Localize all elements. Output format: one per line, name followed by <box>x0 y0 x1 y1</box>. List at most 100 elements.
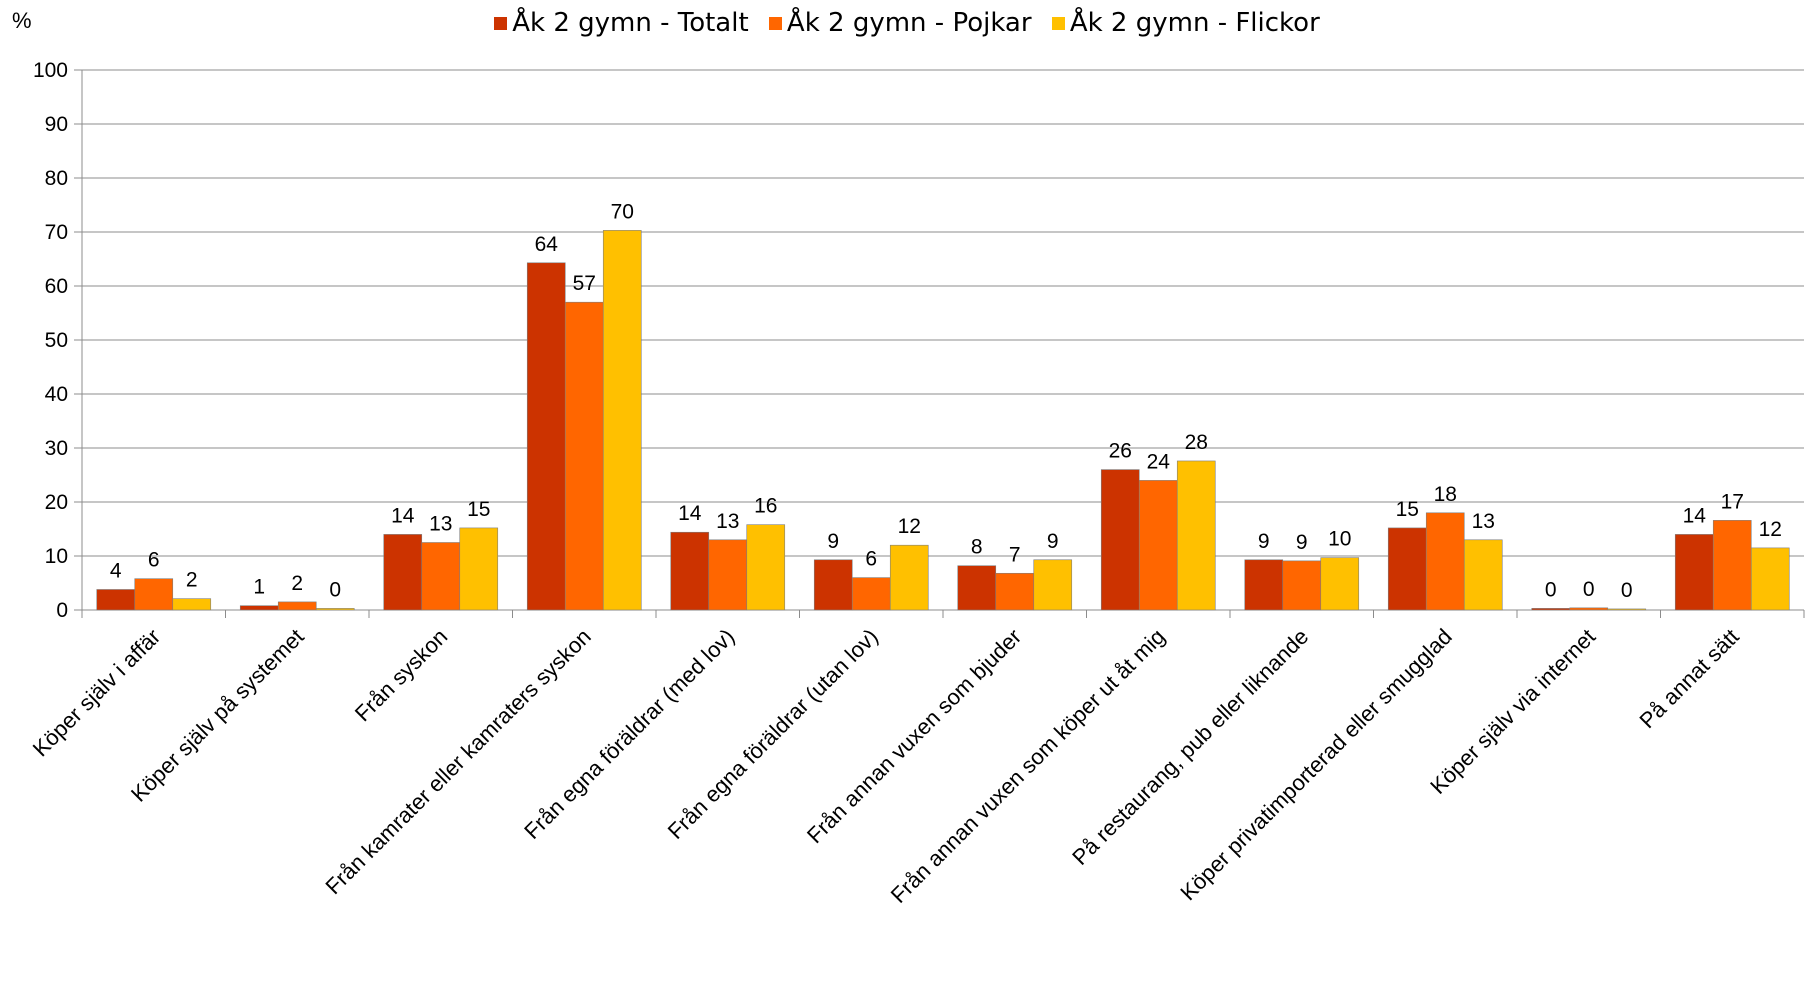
bar <box>1244 559 1284 611</box>
bar <box>564 301 604 611</box>
y-tick-label: 100 <box>33 59 68 82</box>
bar <box>1674 534 1714 611</box>
y-axis-unit-label: % <box>12 8 32 33</box>
data-label: 57 <box>573 272 596 295</box>
y-tick-label: 20 <box>45 491 68 514</box>
y-tick-label: 70 <box>45 221 68 244</box>
bar <box>1463 539 1503 611</box>
data-label: 9 <box>827 530 839 553</box>
bar <box>1138 480 1178 611</box>
x-category-label: Köper själv via internet <box>1425 624 1600 799</box>
y-tick-label: 40 <box>45 383 68 406</box>
legend-label-pojkar: Åk 2 gymn - Pojkar <box>786 8 1032 38</box>
bar <box>813 559 853 611</box>
legend-swatch-pojkar <box>768 17 782 30</box>
data-label: 28 <box>1185 431 1208 454</box>
bar <box>1100 469 1140 611</box>
bar <box>1320 557 1360 611</box>
data-label: 13 <box>429 513 452 536</box>
bar <box>96 589 136 611</box>
data-label: 1 <box>253 576 265 599</box>
data-label: 9 <box>1296 531 1308 554</box>
bar <box>670 531 710 611</box>
data-label: 14 <box>678 502 702 525</box>
bar <box>995 572 1035 611</box>
bar <box>1425 512 1465 611</box>
legend-swatch-totalt <box>494 17 508 30</box>
bar <box>746 524 786 611</box>
bar <box>1712 520 1752 611</box>
bar <box>134 578 174 611</box>
data-label: 0 <box>1621 579 1633 602</box>
data-label: 16 <box>754 495 777 518</box>
bar <box>1607 608 1647 611</box>
data-label: 13 <box>716 510 739 533</box>
y-tick-label: 80 <box>45 167 68 190</box>
data-label: 17 <box>1721 490 1744 513</box>
data-label: 14 <box>1683 504 1707 527</box>
bar <box>1387 527 1427 611</box>
bar <box>239 605 279 611</box>
x-category-label: På restaurang, pub eller liknande <box>1067 624 1313 870</box>
bar <box>277 601 317 611</box>
x-category-label: Från kamrater eller kamraters syskon <box>320 624 595 899</box>
y-tick-label: 30 <box>45 437 68 460</box>
data-label: 70 <box>611 200 634 223</box>
data-label: 15 <box>467 498 490 521</box>
data-label: 0 <box>1583 578 1595 601</box>
y-tick-label: 50 <box>45 329 68 352</box>
bar <box>1569 607 1609 611</box>
bar <box>708 539 748 611</box>
x-category-label: Från syskon <box>350 624 452 726</box>
data-label: 13 <box>1472 510 1495 533</box>
legend: Åk 2 gymn - Totalt Åk 2 gymn - Pojkar Åk… <box>0 8 1814 38</box>
bar <box>889 544 929 611</box>
data-label: 8 <box>971 536 983 559</box>
bar <box>526 262 566 611</box>
data-label: 9 <box>1047 530 1059 553</box>
data-label: 4 <box>110 559 122 582</box>
bar <box>459 527 499 611</box>
legend-item-flickor: Åk 2 gymn - Flickor <box>1051 8 1320 38</box>
data-label: 10 <box>1328 528 1351 551</box>
data-label: 6 <box>148 549 160 572</box>
bar <box>1531 608 1571 611</box>
bar <box>851 577 891 611</box>
data-label: 2 <box>186 569 198 592</box>
data-label: 0 <box>329 578 341 601</box>
bar <box>383 534 423 611</box>
legend-item-totalt: Åk 2 gymn - Totalt <box>494 8 749 38</box>
data-label: 12 <box>898 515 921 538</box>
x-category-label: Köper själv i affär <box>28 624 166 762</box>
data-label: 9 <box>1258 530 1270 553</box>
data-label: 7 <box>1009 543 1021 566</box>
bar <box>602 230 642 611</box>
data-label: 6 <box>865 548 877 571</box>
bar <box>957 565 997 611</box>
data-label: 26 <box>1109 440 1132 463</box>
bar <box>172 598 212 611</box>
data-label: 64 <box>535 233 559 256</box>
legend-label-flickor: Åk 2 gymn - Flickor <box>1069 8 1320 38</box>
data-label: 12 <box>1759 518 1782 541</box>
bar <box>315 608 355 611</box>
bar <box>1282 560 1322 611</box>
bar <box>1033 559 1073 611</box>
data-label: 24 <box>1147 450 1171 473</box>
data-label: 0 <box>1545 578 1557 601</box>
y-tick-label: 60 <box>45 275 68 298</box>
bar <box>1176 460 1216 611</box>
bar <box>421 542 461 611</box>
data-label: 15 <box>1396 498 1419 521</box>
bar <box>1750 547 1790 611</box>
data-label: 14 <box>391 504 415 527</box>
legend-swatch-flickor <box>1051 17 1065 30</box>
legend-item-pojkar: Åk 2 gymn - Pojkar <box>768 8 1032 38</box>
y-tick-label: 10 <box>45 545 68 568</box>
x-category-label: Från annan vuxen som köper ut åt mig <box>886 624 1170 908</box>
x-category-label: Köper privatimporterad eller smugglad <box>1175 624 1456 905</box>
legend-label-totalt: Åk 2 gymn - Totalt <box>512 8 749 38</box>
data-label: 18 <box>1434 483 1457 506</box>
data-label: 2 <box>291 572 303 595</box>
